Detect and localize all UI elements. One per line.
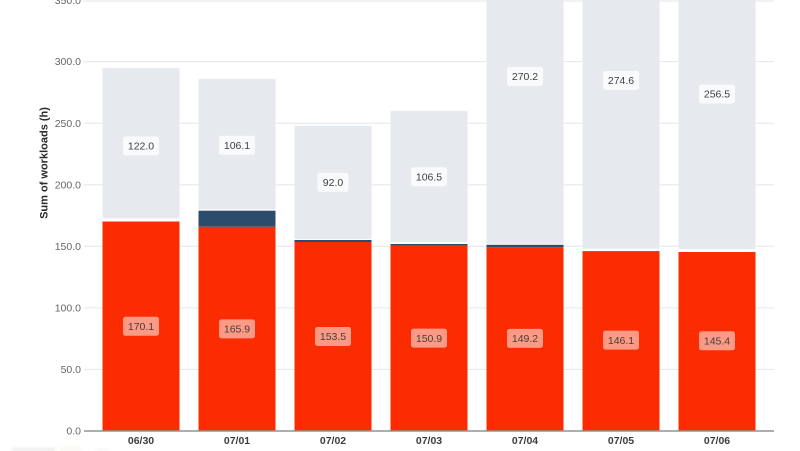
svg-text:Sum of workloads (h): Sum of workloads (h) <box>39 107 51 219</box>
svg-text:100.0: 100.0 <box>55 303 81 315</box>
svg-text:200.0: 200.0 <box>55 179 81 191</box>
svg-text:92.0: 92.0 <box>323 177 344 189</box>
svg-text:106.1: 106.1 <box>224 140 250 152</box>
svg-text:07/03: 07/03 <box>416 435 442 447</box>
svg-text:122.0: 122.0 <box>128 141 154 153</box>
svg-text:256.5: 256.5 <box>704 89 730 101</box>
svg-text:150.9: 150.9 <box>416 333 442 345</box>
svg-text:250.0: 250.0 <box>55 118 81 130</box>
svg-text:350.0: 350.0 <box>55 0 81 7</box>
svg-text:170.1: 170.1 <box>128 321 154 333</box>
svg-text:146.1: 146.1 <box>608 335 634 347</box>
svg-text:07/04: 07/04 <box>512 435 538 447</box>
svg-text:145.4: 145.4 <box>704 336 730 348</box>
svg-text:270.2: 270.2 <box>512 71 538 83</box>
svg-text:07/02: 07/02 <box>320 435 346 447</box>
svg-text:06/30: 06/30 <box>128 435 154 447</box>
svg-text:274.6: 274.6 <box>608 75 634 87</box>
svg-text:106.5: 106.5 <box>416 171 442 183</box>
svg-text:149.2: 149.2 <box>512 333 538 345</box>
svg-text:50.0: 50.0 <box>61 364 82 376</box>
svg-text:07/06: 07/06 <box>704 435 730 447</box>
svg-text:07/05: 07/05 <box>608 435 634 447</box>
svg-text:0.0: 0.0 <box>66 426 81 438</box>
svg-text:07/01: 07/01 <box>224 435 250 447</box>
svg-text:150.0: 150.0 <box>55 241 81 253</box>
svg-text:300.0: 300.0 <box>55 56 81 68</box>
svg-text:165.9: 165.9 <box>224 324 250 336</box>
svg-text:153.5: 153.5 <box>320 331 346 343</box>
